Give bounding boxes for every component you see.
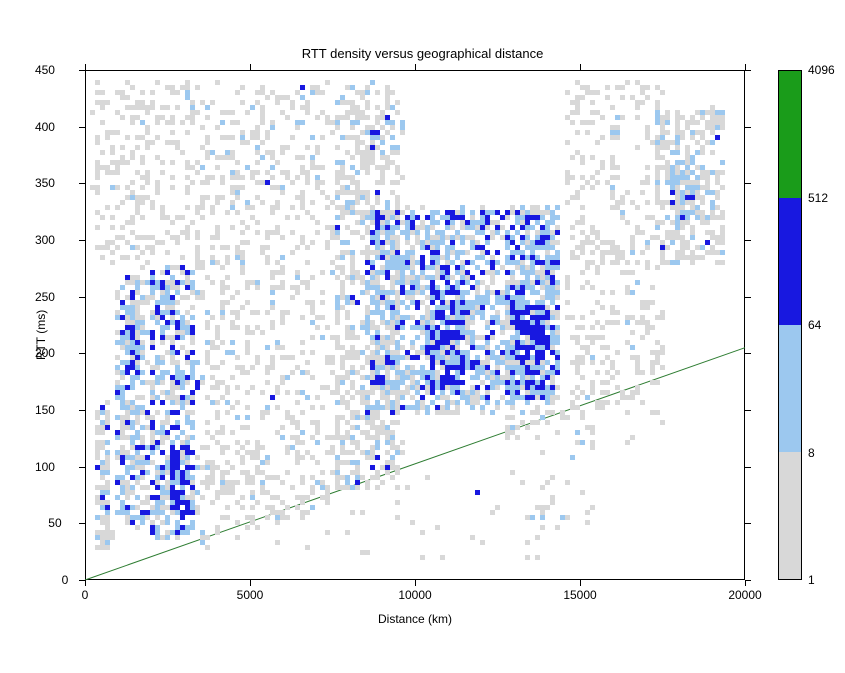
chart-container: RTT density versus geographical distance… [0,0,845,673]
chart-title: RTT density versus geographical distance [0,46,845,61]
colorbar [778,70,802,580]
x-axis-label: Distance (km) [85,612,745,626]
